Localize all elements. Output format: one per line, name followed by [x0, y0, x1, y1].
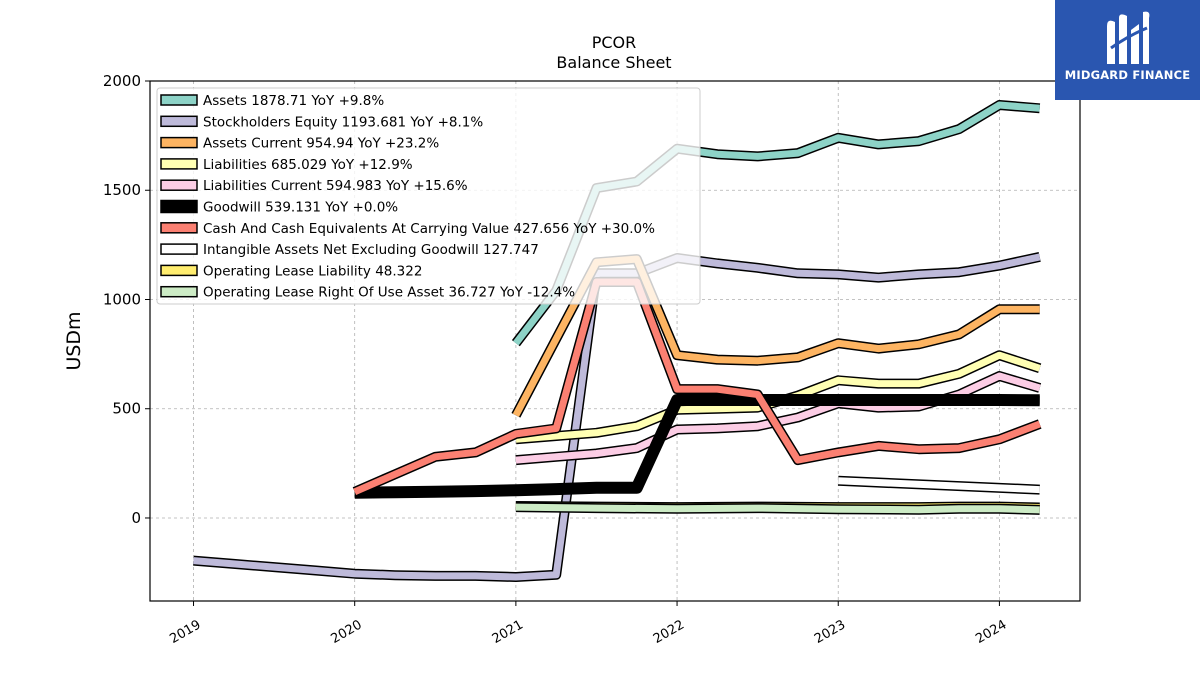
y-tick-label: 2000: [103, 72, 141, 90]
series-line: [515, 502, 1040, 515]
legend-entry: Liabilities 685.029 YoY +12.9%: [203, 157, 413, 173]
chart-subtitle: Balance Sheet: [556, 53, 671, 72]
legend-frame: [156, 87, 701, 305]
x-tick-label: 2022: [651, 617, 687, 647]
legend-swatch: [160, 158, 198, 170]
x-tick-label: 2020: [329, 617, 365, 647]
midgard-m-icon: [1107, 11, 1150, 65]
legend-entry: Cash And Cash Equivalents At Carrying Va…: [203, 221, 655, 237]
y-tick-label: 0: [131, 509, 141, 527]
x-tick-label: 2023: [812, 617, 848, 647]
legend-entry: Liabilities Current 594.983 YoY +15.6%: [203, 178, 468, 194]
y-tick-label: 500: [112, 400, 141, 418]
y-axis-label: USDm: [63, 311, 85, 370]
series-stroke: [193, 253, 1041, 581]
series-line: [193, 252, 1041, 582]
legend-swatch: [160, 179, 198, 191]
legend-entry: Intangible Assets Net Excluding Goodwill…: [203, 242, 539, 258]
legend-swatch: [160, 136, 198, 149]
legend: Assets 1878.71 YoY +9.8% Stockholders Equ…: [156, 87, 701, 305]
legend-swatch: [160, 199, 198, 214]
x-tick-label: 2024: [973, 617, 1009, 647]
series-line: [354, 394, 1040, 499]
chart-title: PCOR: [592, 33, 637, 52]
legend-entry: Operating Lease Right Of Use Asset 36.72…: [203, 285, 575, 301]
legend-entry: Assets Current 954.94 YoY +23.2%: [203, 136, 439, 152]
brand-logo: MIDGARD FINANCE: [1055, 0, 1200, 100]
series-outline: [193, 252, 1041, 582]
legend-swatch: [160, 94, 198, 106]
legend-swatch: [160, 243, 198, 255]
y-tick-label: 1500: [103, 181, 141, 199]
plot-frame: [149, 80, 1081, 602]
brand-name: MIDGARD FINANCE: [1064, 68, 1191, 82]
series-line: [352, 277, 1042, 497]
series-stroke: [838, 477, 1040, 494]
legend-swatch: [160, 264, 198, 277]
legend-entry: Assets 1878.71 YoY +9.8%: [203, 93, 384, 109]
y-axis-ticks: 0 500 1000 1500 2000: [103, 72, 150, 527]
legend-swatch: [160, 285, 198, 298]
series-stroke: [353, 278, 1041, 496]
legend-entry: Goodwill 539.131 YoY +0.0%: [203, 200, 398, 216]
legend-entry: Operating Lease Liability 48.322: [203, 263, 422, 279]
x-tick-label: 2021: [490, 617, 526, 647]
series-line: [837, 475, 1040, 495]
legend-entry: Stockholders Equity 1193.681 YoY +8.1%: [203, 114, 483, 130]
y-tick-label: 1000: [103, 290, 141, 308]
legend-swatch: [160, 222, 198, 234]
x-axis-ticks: 2019 2020 2021 2022 2023 2024: [167, 601, 1009, 647]
series-stroke: [354, 395, 1040, 498]
x-tick-label: 2019: [167, 617, 203, 647]
legend-swatch: [160, 115, 198, 128]
series-stroke: [515, 503, 1040, 514]
